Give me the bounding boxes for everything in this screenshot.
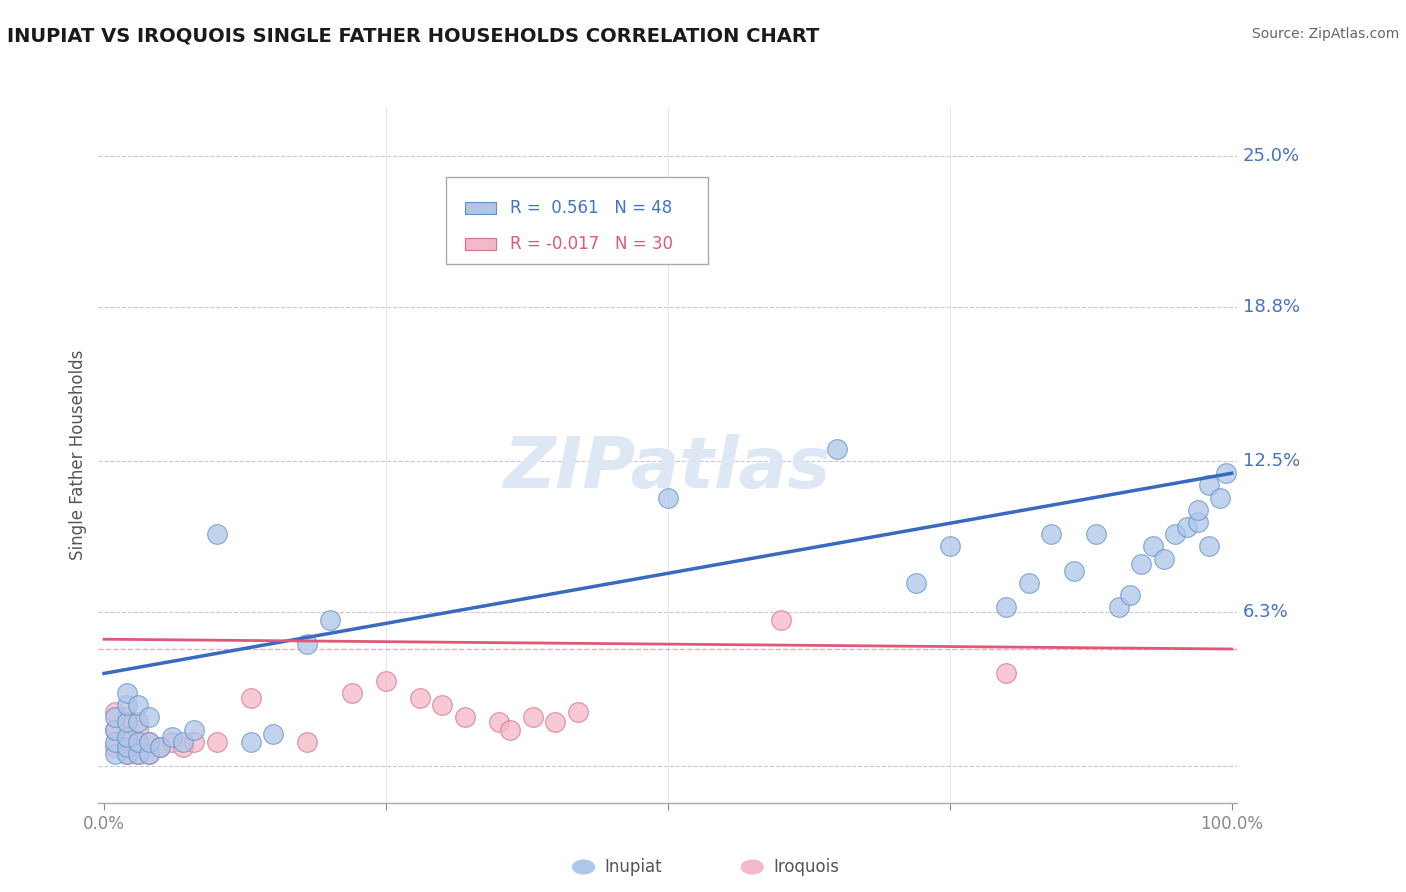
Point: [825, 442, 848, 456]
Text: R = -0.017   N = 30: R = -0.017 N = 30: [509, 235, 672, 253]
Point: [115, 730, 138, 744]
Point: [1175, 520, 1198, 534]
Point: [409, 690, 432, 705]
Point: [1040, 527, 1063, 541]
Point: [239, 690, 262, 705]
Point: [138, 747, 160, 761]
Point: [499, 723, 522, 737]
Point: [567, 706, 589, 720]
Point: [1063, 564, 1085, 578]
Point: [149, 739, 172, 754]
Point: [938, 540, 960, 554]
Point: [115, 747, 138, 761]
Point: [160, 735, 183, 749]
Text: INUPIAT VS IROQUOIS SINGLE FATHER HOUSEHOLDS CORRELATION CHART: INUPIAT VS IROQUOIS SINGLE FATHER HOUSEH…: [7, 27, 820, 45]
Point: [138, 747, 160, 761]
Point: [1119, 588, 1142, 602]
Point: [115, 710, 138, 724]
Point: [183, 723, 205, 737]
Point: [205, 527, 228, 541]
Point: [1198, 478, 1220, 492]
Point: [995, 666, 1018, 681]
Point: [127, 715, 149, 730]
Point: [115, 735, 138, 749]
Point: [104, 735, 127, 749]
Point: [1108, 600, 1130, 615]
Point: [454, 710, 477, 724]
Point: [127, 723, 149, 737]
Text: Source: ZipAtlas.com: Source: ZipAtlas.com: [1251, 27, 1399, 41]
Point: [172, 735, 194, 749]
Point: [432, 698, 454, 713]
Point: [1018, 576, 1040, 591]
Text: R =  0.561   N = 48: R = 0.561 N = 48: [509, 199, 672, 217]
Point: [1187, 503, 1209, 517]
Point: [127, 735, 149, 749]
FancyBboxPatch shape: [465, 238, 496, 251]
Point: [1209, 491, 1232, 505]
Point: [104, 723, 127, 737]
Point: [104, 723, 127, 737]
Text: 18.8%: 18.8%: [1243, 298, 1301, 317]
Point: [1085, 527, 1108, 541]
Point: [295, 735, 318, 749]
Point: [769, 613, 792, 627]
Point: [104, 739, 127, 754]
Text: 25.0%: 25.0%: [1243, 147, 1301, 165]
Point: [104, 710, 127, 724]
Point: [127, 747, 149, 761]
Point: [115, 715, 138, 730]
Point: [904, 576, 927, 591]
Point: [172, 739, 194, 754]
Point: [115, 686, 138, 700]
Point: [1130, 557, 1153, 571]
Point: [1153, 551, 1175, 566]
Point: [160, 730, 183, 744]
Point: [1187, 515, 1209, 529]
Point: [488, 715, 510, 730]
Point: [522, 710, 544, 724]
Point: [149, 739, 172, 754]
Point: [138, 710, 160, 724]
Point: [115, 698, 138, 713]
Point: [1164, 527, 1187, 541]
Point: [205, 735, 228, 749]
Point: [127, 698, 149, 713]
Point: [544, 715, 567, 730]
Point: [995, 600, 1018, 615]
Point: [183, 735, 205, 749]
Text: 12.5%: 12.5%: [1243, 452, 1301, 470]
FancyBboxPatch shape: [465, 202, 496, 214]
Point: [1198, 540, 1220, 554]
Point: [127, 747, 149, 761]
Point: [138, 735, 160, 749]
Text: 6.3%: 6.3%: [1243, 603, 1289, 622]
Point: [657, 491, 679, 505]
Point: [295, 637, 318, 651]
Y-axis label: Single Father Households: Single Father Households: [69, 350, 87, 560]
Point: [340, 686, 363, 700]
Point: [375, 673, 398, 688]
Text: Iroquois: Iroquois: [773, 858, 839, 876]
Point: [104, 747, 127, 761]
Text: Inupiat: Inupiat: [605, 858, 662, 876]
Point: [318, 613, 340, 627]
Text: ZIPatlas: ZIPatlas: [505, 434, 831, 503]
Point: [115, 739, 138, 754]
Point: [239, 735, 262, 749]
Point: [1142, 540, 1164, 554]
Point: [104, 706, 127, 720]
Point: [115, 747, 138, 761]
Point: [262, 727, 284, 741]
Point: [127, 735, 149, 749]
Point: [138, 735, 160, 749]
FancyBboxPatch shape: [446, 177, 707, 264]
Point: [1215, 467, 1237, 481]
